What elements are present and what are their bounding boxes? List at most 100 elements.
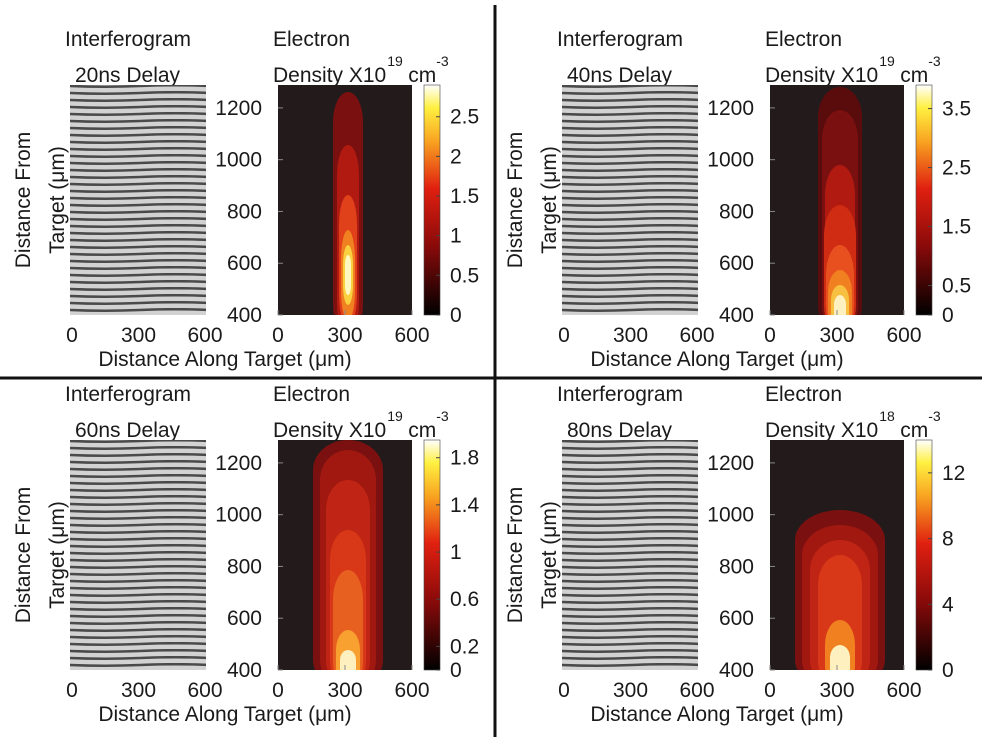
panel: Interferogram 40ns Delay Electron Density X… xyxy=(504,28,971,371)
y-tick-label: 600 xyxy=(227,607,262,630)
panel: Interferogram 20ns Delay Electron Density X… xyxy=(12,28,479,371)
x-tick-label: 0 xyxy=(764,679,776,702)
interferogram-image xyxy=(70,85,206,315)
y-tick-label: 600 xyxy=(719,607,754,630)
contours xyxy=(818,87,862,315)
colorbar-tick-label: 1 xyxy=(450,541,462,564)
interferogram-title: Interferogram xyxy=(557,383,683,406)
x-tick-label: 300 xyxy=(819,324,854,347)
y-axis-label: Distance From xyxy=(12,487,35,624)
interferogram-title: Interferogram xyxy=(557,28,683,51)
x-tick-label: 300 xyxy=(613,324,648,347)
colorbar-tick-label: 0.6 xyxy=(450,588,479,611)
unit-exponent: -3 xyxy=(436,53,449,69)
delay-label: 40ns Delay xyxy=(567,64,673,87)
colorbar-tick-label: 8 xyxy=(942,528,954,551)
colorbar-tick-label: 0.5 xyxy=(450,264,479,287)
x-axis-label: Distance Along Target (μm) xyxy=(98,348,351,371)
x-tick-label: 600 xyxy=(394,679,429,702)
colorbar-tick-label: 1.4 xyxy=(450,494,480,517)
colorbar-tick-label: 0.2 xyxy=(450,635,479,658)
interferogram-image xyxy=(562,440,698,670)
density-title: Electron xyxy=(765,383,842,406)
density-title: Electron xyxy=(765,28,842,51)
panel: Interferogram 80ns Delay Electron Density X… xyxy=(504,383,965,726)
x-axis-label: Distance Along Target (μm) xyxy=(98,703,351,726)
unit-exponent: -3 xyxy=(436,408,449,424)
delay-label: 80ns Delay xyxy=(567,419,673,442)
x-tick-label: 0 xyxy=(272,679,284,702)
x-tick-label: 600 xyxy=(886,679,921,702)
y-tick-label: 400 xyxy=(719,659,754,682)
y-tick-label: 600 xyxy=(227,252,262,275)
x-tick-label: 300 xyxy=(327,324,362,347)
x-tick-label: 0 xyxy=(558,679,570,702)
unit-exponent: -3 xyxy=(928,53,941,69)
colorbar xyxy=(423,84,441,316)
y-tick-label: 1200 xyxy=(215,97,262,120)
colorbar-tick-label: 4 xyxy=(942,593,954,616)
y-axis-label: Target (μm) xyxy=(538,501,561,609)
y-tick-label: 400 xyxy=(227,304,262,327)
delay-label: 20ns Delay xyxy=(75,64,181,87)
colorbar-tick-label: 1.5 xyxy=(450,185,479,208)
colorbar-tick-label: 2.5 xyxy=(942,157,971,180)
density-label: Density X10 xyxy=(765,419,878,442)
y-tick-label: 600 xyxy=(719,252,754,275)
y-axis-label: Distance From xyxy=(504,487,527,624)
colorbar-tick-label: 1.5 xyxy=(942,216,971,239)
exponent: 19 xyxy=(879,53,895,69)
y-tick-label: 1000 xyxy=(707,149,754,172)
y-tick-label: 1200 xyxy=(707,97,754,120)
contours xyxy=(795,510,885,670)
y-axis-label: Distance From xyxy=(504,132,527,269)
density-title: Electron xyxy=(273,383,350,406)
colorbar-tick-label: 0.5 xyxy=(942,275,971,298)
y-tick-label: 800 xyxy=(719,555,754,578)
interferogram-title: Interferogram xyxy=(65,28,191,51)
x-tick-label: 0 xyxy=(558,324,570,347)
interferogram-title: Interferogram xyxy=(65,383,191,406)
colorbar-tick-label: 0 xyxy=(450,304,462,327)
y-axis-label: Target (μm) xyxy=(46,501,69,609)
x-tick-label: 300 xyxy=(327,679,362,702)
x-tick-label: 600 xyxy=(187,324,222,347)
contours xyxy=(313,440,383,670)
y-axis-label: Target (μm) xyxy=(46,146,69,254)
contour xyxy=(345,255,351,295)
colorbar-tick-label: 1.8 xyxy=(450,447,479,470)
x-axis-label: Distance Along Target (μm) xyxy=(590,348,843,371)
y-tick-label: 800 xyxy=(719,200,754,223)
density-label: Density X10 xyxy=(273,64,386,87)
y-tick-label: 800 xyxy=(227,200,262,223)
colorbar-tick-label: 0 xyxy=(942,659,954,682)
colorbar-tick-label: 2 xyxy=(450,145,462,168)
density-title: Electron xyxy=(273,28,350,51)
colorbar-tick-label: 3.5 xyxy=(942,98,971,121)
y-tick-label: 1000 xyxy=(215,149,262,172)
x-axis-label: Distance Along Target (μm) xyxy=(590,703,843,726)
y-tick-label: 400 xyxy=(227,659,262,682)
x-tick-label: 0 xyxy=(272,324,284,347)
x-tick-label: 600 xyxy=(394,324,429,347)
y-tick-label: 1000 xyxy=(707,504,754,527)
y-tick-label: 1200 xyxy=(707,452,754,475)
y-tick-label: 1200 xyxy=(215,452,262,475)
interferogram-image xyxy=(70,440,206,670)
y-tick-label: 800 xyxy=(227,555,262,578)
colorbar-tick-label: 12 xyxy=(942,462,965,485)
colorbar xyxy=(915,84,933,316)
density-label: Density X10 xyxy=(765,64,878,87)
x-tick-label: 600 xyxy=(679,679,714,702)
delay-label: 60ns Delay xyxy=(75,419,181,442)
colorbar-tick-label: 0 xyxy=(942,304,954,327)
x-tick-label: 300 xyxy=(121,679,156,702)
unit: cm xyxy=(408,419,436,442)
x-tick-label: 300 xyxy=(819,679,854,702)
colorbar-tick-label: 0 xyxy=(450,659,462,682)
colorbar-tick-label: 1 xyxy=(450,225,462,248)
x-tick-label: 600 xyxy=(886,324,921,347)
contour xyxy=(830,645,850,670)
unit: cm xyxy=(900,64,928,87)
